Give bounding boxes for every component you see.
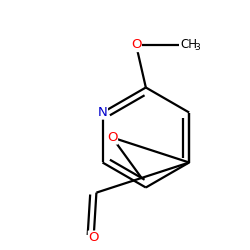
Text: N: N — [98, 106, 108, 119]
Text: O: O — [88, 231, 99, 244]
Text: O: O — [131, 38, 141, 52]
Text: O: O — [107, 131, 118, 144]
Text: 3: 3 — [194, 43, 200, 52]
Text: CH: CH — [180, 38, 197, 51]
